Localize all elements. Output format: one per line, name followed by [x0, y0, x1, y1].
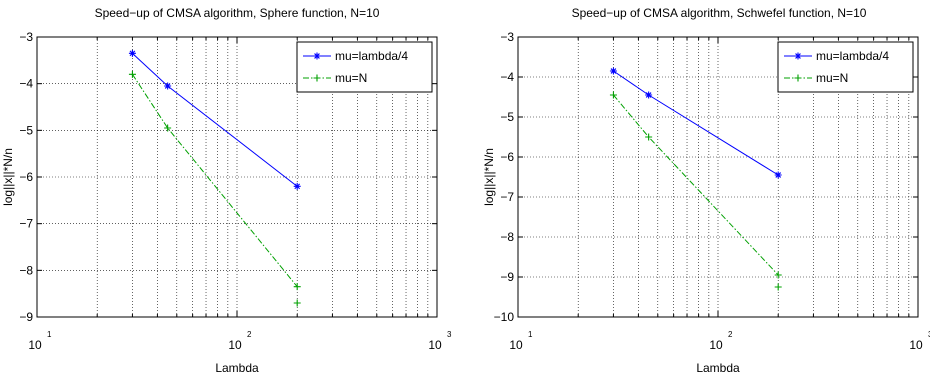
y-axis-label: log||x||*N/n: [482, 148, 496, 206]
data-point: [794, 74, 802, 82]
x-tick-label: 10: [228, 338, 242, 352]
data-point: [609, 91, 617, 99]
data-point: [794, 52, 802, 60]
y-tick-label: −8: [500, 230, 514, 244]
data-point: [293, 283, 301, 291]
y-tick-label: −5: [19, 123, 33, 137]
y-tick-label: −3: [500, 30, 514, 44]
y-tick-label: −7: [500, 190, 514, 204]
y-tick-label: −4: [19, 77, 33, 91]
data-point: [774, 271, 782, 279]
data-point: [128, 70, 136, 78]
legend-label: mu=lambda/4: [335, 49, 408, 63]
y-tick-label: −5: [500, 110, 514, 124]
data-point: [313, 52, 321, 60]
chart-title: Speed−up of CMSA algorithm, Sphere funct…: [95, 6, 380, 20]
legend-label: mu=N: [816, 71, 848, 85]
chart-panel-2: −3 −4 −5 −6 −7 −8 −9 −10 10 1 10 2 10 3 Speed−up of CM…: [482, 6, 930, 375]
y-axis-label: log||x||*N/n: [1, 148, 15, 206]
series-mu-lambda-4: [609, 67, 782, 179]
chart-title: Speed−up of CMSA algorithm, Schwefel fun…: [572, 6, 867, 20]
data-point: [164, 82, 172, 90]
x-tick-label: 10: [709, 338, 723, 352]
x-tick-label-exponent: 3: [447, 330, 452, 339]
data-point: [774, 171, 782, 179]
legend-label: mu=N: [335, 71, 367, 85]
data-point: [645, 133, 653, 141]
legend: mu=lambda/4 mu=N: [296, 41, 433, 93]
legend: mu=lambda/4 mu=N: [777, 41, 914, 93]
y-tick-label: −9: [500, 270, 514, 284]
legend-label: mu=lambda/4: [816, 49, 889, 63]
y-tick-label: −9: [19, 310, 33, 324]
data-point: [293, 182, 301, 190]
data-point: [164, 124, 172, 132]
data-point: [645, 91, 653, 99]
x-tick-label: 10: [509, 338, 523, 352]
x-axis-label: Lambda: [696, 361, 740, 375]
y-tick-label: −6: [19, 170, 33, 184]
y-tick-label: −7: [19, 217, 33, 231]
data-point: [774, 283, 782, 291]
legend-box: [777, 41, 914, 93]
series-mu-n: [609, 91, 782, 279]
data-point: [609, 67, 617, 75]
x-tick-label-exponent: 1: [528, 330, 533, 339]
data-point: [313, 74, 321, 82]
y-tick-label: −8: [19, 263, 33, 277]
x-tick-label-exponent: 2: [247, 330, 252, 339]
y-tick-label: −3: [19, 30, 33, 44]
x-tick-label: 10: [28, 338, 42, 352]
legend-box: [296, 41, 433, 93]
x-tick-label-exponent: 3: [928, 330, 930, 339]
x-tick-label-exponent: 1: [47, 330, 52, 339]
series-mu-lambda-4: [128, 49, 301, 190]
x-tick-label: 10: [428, 338, 442, 352]
y-tick-label: −4: [500, 70, 514, 84]
series-mu-n: [128, 70, 301, 291]
x-tick-label: 10: [909, 338, 923, 352]
series-line: [132, 74, 298, 287]
data-point: [128, 49, 136, 57]
x-axis-label: Lambda: [215, 361, 259, 375]
x-tick-label-exponent: 2: [728, 330, 733, 339]
chart-panel-1: −3 −4 −5 −6 −7 −8 −9 10 1 10 2 10 3 Speed−up of CMSA …: [1, 6, 452, 375]
y-tick-label: −10: [494, 310, 515, 324]
y-tick-label: −6: [500, 150, 514, 164]
data-point: [293, 299, 301, 307]
